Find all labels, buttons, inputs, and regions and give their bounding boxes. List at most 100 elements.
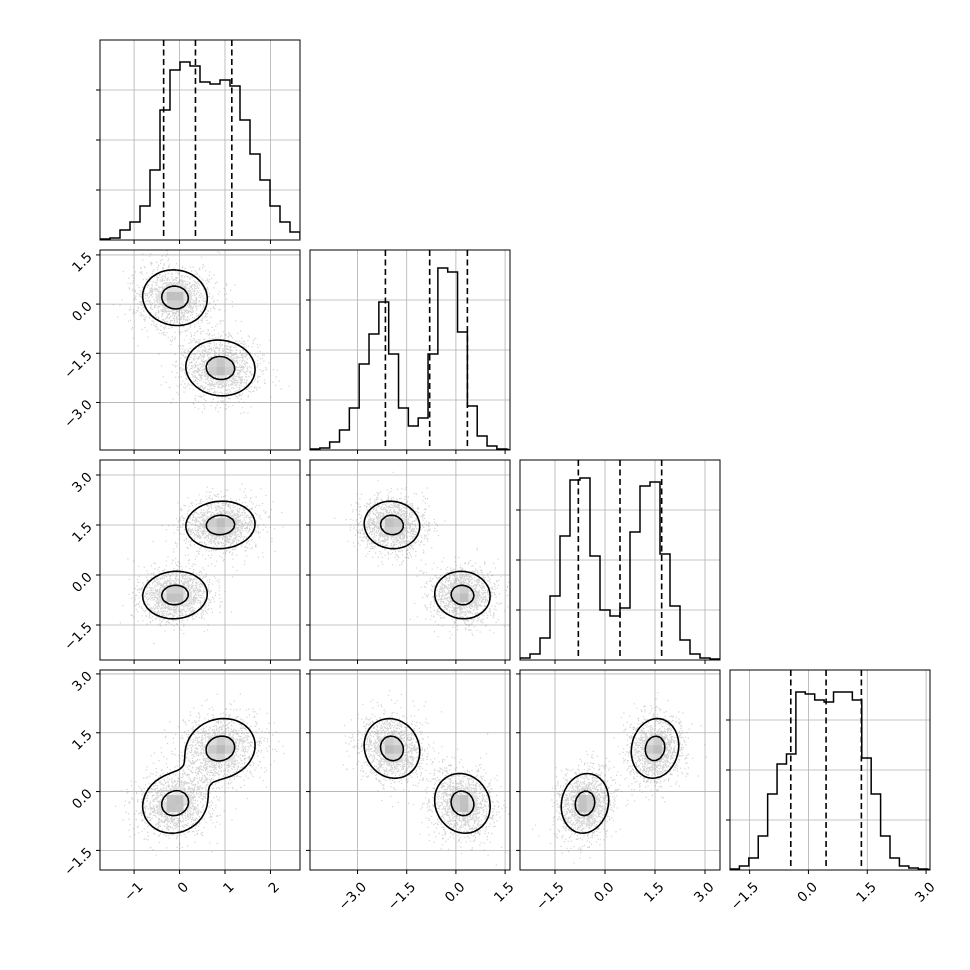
density-cell	[645, 745, 654, 754]
x-tick-label: 0.0	[794, 879, 821, 906]
scatter-points	[112, 250, 290, 415]
density-cell	[166, 291, 176, 301]
panel-3-3	[726, 669, 931, 874]
density-cell	[208, 366, 217, 376]
y-tick-label: −1.5	[61, 845, 95, 879]
panel-content	[100, 460, 300, 660]
panel-frame	[99, 249, 301, 451]
panel-frame	[309, 249, 511, 451]
density-cell	[208, 358, 217, 367]
panel-content	[100, 670, 300, 870]
density-cell	[208, 753, 217, 762]
y-tick-label: 0.0	[69, 569, 96, 596]
y-tick-label: −1.5	[61, 348, 95, 382]
panel-content	[310, 670, 510, 870]
y-tick-label: 1.5	[69, 727, 96, 754]
panel-frame	[309, 459, 511, 661]
histogram-step	[100, 61, 300, 240]
density-cell	[216, 358, 226, 367]
panel-content	[520, 670, 720, 870]
density-cell	[460, 803, 469, 812]
density-cell	[216, 526, 226, 536]
density-cell	[216, 745, 226, 754]
density-cell	[653, 753, 662, 762]
panel-1-1	[306, 249, 511, 454]
panel-frame	[99, 39, 301, 241]
contour-level-0	[363, 717, 491, 834]
density-cell	[653, 745, 662, 754]
density-cell	[645, 753, 654, 762]
density-cell	[451, 593, 461, 602]
x-tick-label: 1.5	[853, 879, 880, 906]
panel-2-1	[306, 459, 511, 664]
density-cell	[175, 803, 184, 812]
density-cell	[460, 593, 469, 602]
panel-3-0	[96, 669, 301, 874]
scatter-points	[114, 693, 285, 856]
density-cell	[385, 745, 394, 754]
density-cell	[451, 795, 461, 804]
density-cell	[208, 736, 217, 746]
panel-content	[100, 250, 300, 450]
contour-level-0	[141, 500, 256, 620]
x-tick-label: −1.5	[533, 879, 567, 913]
panel-content	[310, 250, 510, 450]
density-cell	[578, 803, 587, 812]
panel-frame	[99, 669, 301, 871]
density-cell	[578, 795, 587, 804]
density-cell	[166, 803, 176, 812]
density-cell	[225, 526, 234, 536]
density-cell	[216, 736, 226, 746]
density-cell	[586, 795, 596, 804]
density-cell	[166, 795, 176, 804]
panel-1-0	[96, 249, 301, 454]
contour-level-1	[160, 285, 236, 381]
x-tick-label: −1.5	[385, 879, 419, 913]
x-tick-label: 2	[266, 879, 283, 896]
panel-frame	[309, 669, 511, 871]
scatter-points	[342, 690, 510, 866]
panel-content	[310, 460, 510, 660]
panel-content	[730, 670, 930, 870]
contour-level-0	[363, 500, 491, 620]
density-cell	[586, 803, 596, 812]
density-cell	[208, 518, 217, 527]
density-cell	[216, 753, 226, 762]
panel-content	[100, 40, 300, 240]
x-tick-label: 3.0	[912, 879, 939, 906]
y-tick-label: 1.5	[69, 249, 96, 276]
density-cell	[451, 803, 461, 812]
panel-2-2	[516, 459, 721, 664]
scatter-points	[119, 483, 284, 644]
histogram-step	[730, 691, 930, 870]
density-cell	[225, 366, 234, 376]
density-cell	[385, 526, 394, 536]
density-cell	[393, 518, 402, 527]
contour-level-0	[141, 269, 256, 397]
x-tick-label: 0	[175, 879, 192, 896]
contour-level-0	[560, 717, 680, 834]
density-cell	[166, 585, 176, 594]
density-cell	[385, 736, 394, 746]
density-cell	[208, 745, 217, 754]
density-cell	[216, 366, 226, 376]
x-tick-label: −3.0	[336, 879, 370, 913]
x-tick-label: 1.5	[641, 879, 668, 906]
density-cell	[166, 283, 176, 292]
density-cell	[166, 300, 176, 309]
y-tick-label: −1.5	[61, 619, 95, 653]
panel-3-2	[516, 669, 721, 874]
scatter-points	[334, 471, 510, 639]
density-cell	[393, 736, 402, 746]
panel-frame	[519, 459, 721, 661]
density-cell	[393, 526, 402, 536]
density-cell	[393, 753, 402, 762]
density-cell	[393, 745, 402, 754]
y-tick-label: 0.0	[69, 298, 96, 325]
x-tick-label: 0.0	[442, 879, 469, 906]
x-tick-label: 1.5	[491, 879, 518, 906]
contour-level-1	[574, 735, 666, 817]
x-tick-label: 3.0	[691, 879, 718, 906]
x-tick-label: −1	[121, 879, 146, 904]
density-cell	[175, 585, 184, 594]
